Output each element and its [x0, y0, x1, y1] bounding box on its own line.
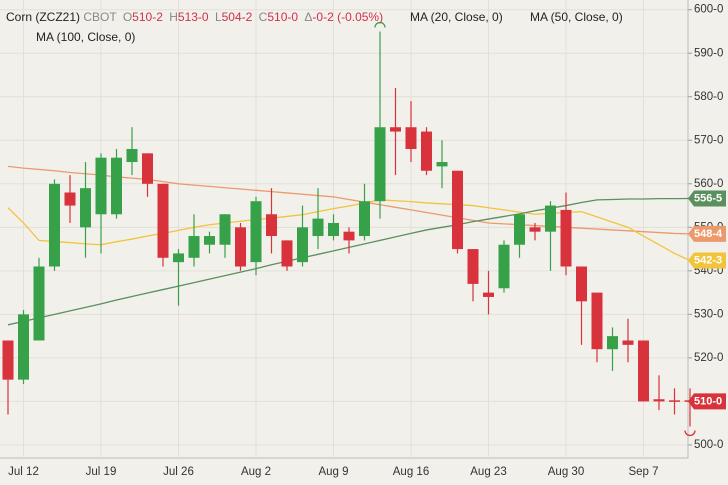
y-tick-label: 580-0	[694, 91, 723, 103]
price-tag-label: 510-0	[694, 395, 722, 407]
exchange: CBOT	[83, 10, 117, 24]
candle-body	[436, 162, 448, 167]
candle-body	[281, 240, 293, 267]
close-value: 510-0	[267, 10, 298, 24]
candle-body	[529, 227, 541, 232]
close-key: C	[259, 10, 268, 24]
candle-body	[235, 227, 246, 267]
candle-body	[622, 340, 634, 345]
candle-body	[266, 214, 277, 237]
legend-entry[interactable]: MA (100, Close, 0)	[36, 30, 135, 44]
candles	[2, 21, 696, 437]
candle-body	[204, 236, 215, 245]
candle-body	[653, 399, 665, 402]
candle-body	[2, 340, 14, 380]
candle-body	[483, 292, 494, 297]
candle-body	[359, 201, 370, 237]
candle-body	[421, 131, 432, 171]
ma-line	[7, 199, 691, 262]
candle-body	[173, 253, 184, 263]
price-tag	[688, 393, 726, 410]
legend-entry[interactable]: MA (20, Close, 0)	[410, 10, 503, 24]
low-marker	[684, 430, 696, 437]
y-tick-label: 560-0	[694, 178, 723, 190]
x-tick-label: Jul 26	[163, 466, 194, 478]
high-marker	[374, 21, 386, 28]
open-value: 510-2	[132, 10, 163, 24]
low-value: 504-2	[222, 10, 253, 24]
price-tag	[688, 190, 726, 207]
candle-body	[560, 209, 572, 267]
candle-body	[374, 127, 386, 202]
candle-body	[49, 183, 60, 267]
x-tick-label: Jul 12	[8, 466, 39, 478]
price-tag-label: 542-3	[694, 254, 722, 266]
low-key: L	[215, 10, 222, 24]
candle-body	[328, 222, 339, 237]
x-tick-label: Aug 16	[393, 466, 429, 478]
candle-body	[343, 231, 355, 241]
candle-body	[33, 266, 45, 341]
candle-body	[95, 157, 107, 215]
candle-body	[390, 127, 401, 132]
candle-body	[312, 218, 324, 237]
y-tick-label: 570-0	[694, 134, 723, 146]
open-key: O	[123, 10, 132, 24]
candle-body	[297, 227, 308, 263]
candle-body	[607, 336, 618, 350]
x-tick-label: Aug 9	[318, 466, 348, 478]
high-key: H	[169, 10, 178, 24]
y-tick-label: 600-0	[694, 4, 723, 16]
labels: 500-0510-0520-0530-0540-0550-0560-0570-0…	[8, 4, 726, 478]
candle-body	[452, 170, 463, 250]
x-tick-label: Aug 2	[241, 466, 271, 478]
price-tag	[688, 252, 726, 269]
candle-body	[576, 266, 587, 302]
candle-body	[126, 148, 138, 163]
header: Corn (ZCZ21) CBOT O510-2 H513-0 L504-2 C…	[6, 10, 383, 24]
price-tag-label: 556-5	[694, 192, 722, 204]
change-value: -0-2 (-0.05%)	[312, 10, 383, 24]
high-value: 513-0	[178, 10, 209, 24]
candle-body	[638, 340, 649, 402]
y-tick-label: 520-0	[694, 352, 723, 364]
candle-body	[467, 249, 479, 284]
change-key: Δ	[304, 10, 312, 24]
price-tag	[688, 225, 726, 242]
candle-body	[64, 192, 76, 206]
candle-body	[111, 157, 122, 215]
candle-body	[250, 201, 262, 263]
price-tag-label: 548-4	[694, 228, 723, 240]
candle-body	[157, 183, 169, 258]
candle-body	[405, 127, 417, 149]
x-tick-label: Jul 19	[86, 466, 117, 478]
symbol: Corn (ZCZ21)	[6, 10, 80, 24]
candle-body	[80, 188, 91, 228]
candle-body	[498, 244, 510, 289]
candle-body	[18, 314, 29, 380]
x-tick-label: Sep 7	[628, 466, 658, 478]
y-tick-label: 500-0	[694, 439, 723, 451]
y-tick-label: 530-0	[694, 308, 723, 320]
legend-entry[interactable]: MA (50, Close, 0)	[530, 10, 623, 24]
x-tick-label: Aug 23	[470, 466, 506, 478]
y-tick-label: 590-0	[694, 47, 723, 59]
candle-body	[219, 214, 231, 245]
candle-body	[188, 236, 200, 258]
candle-body	[669, 400, 680, 402]
candle-body	[514, 214, 525, 245]
candle-body	[545, 205, 556, 232]
candle-body	[591, 292, 603, 350]
x-tick-label: Aug 30	[548, 466, 584, 478]
candle-body	[142, 153, 153, 184]
